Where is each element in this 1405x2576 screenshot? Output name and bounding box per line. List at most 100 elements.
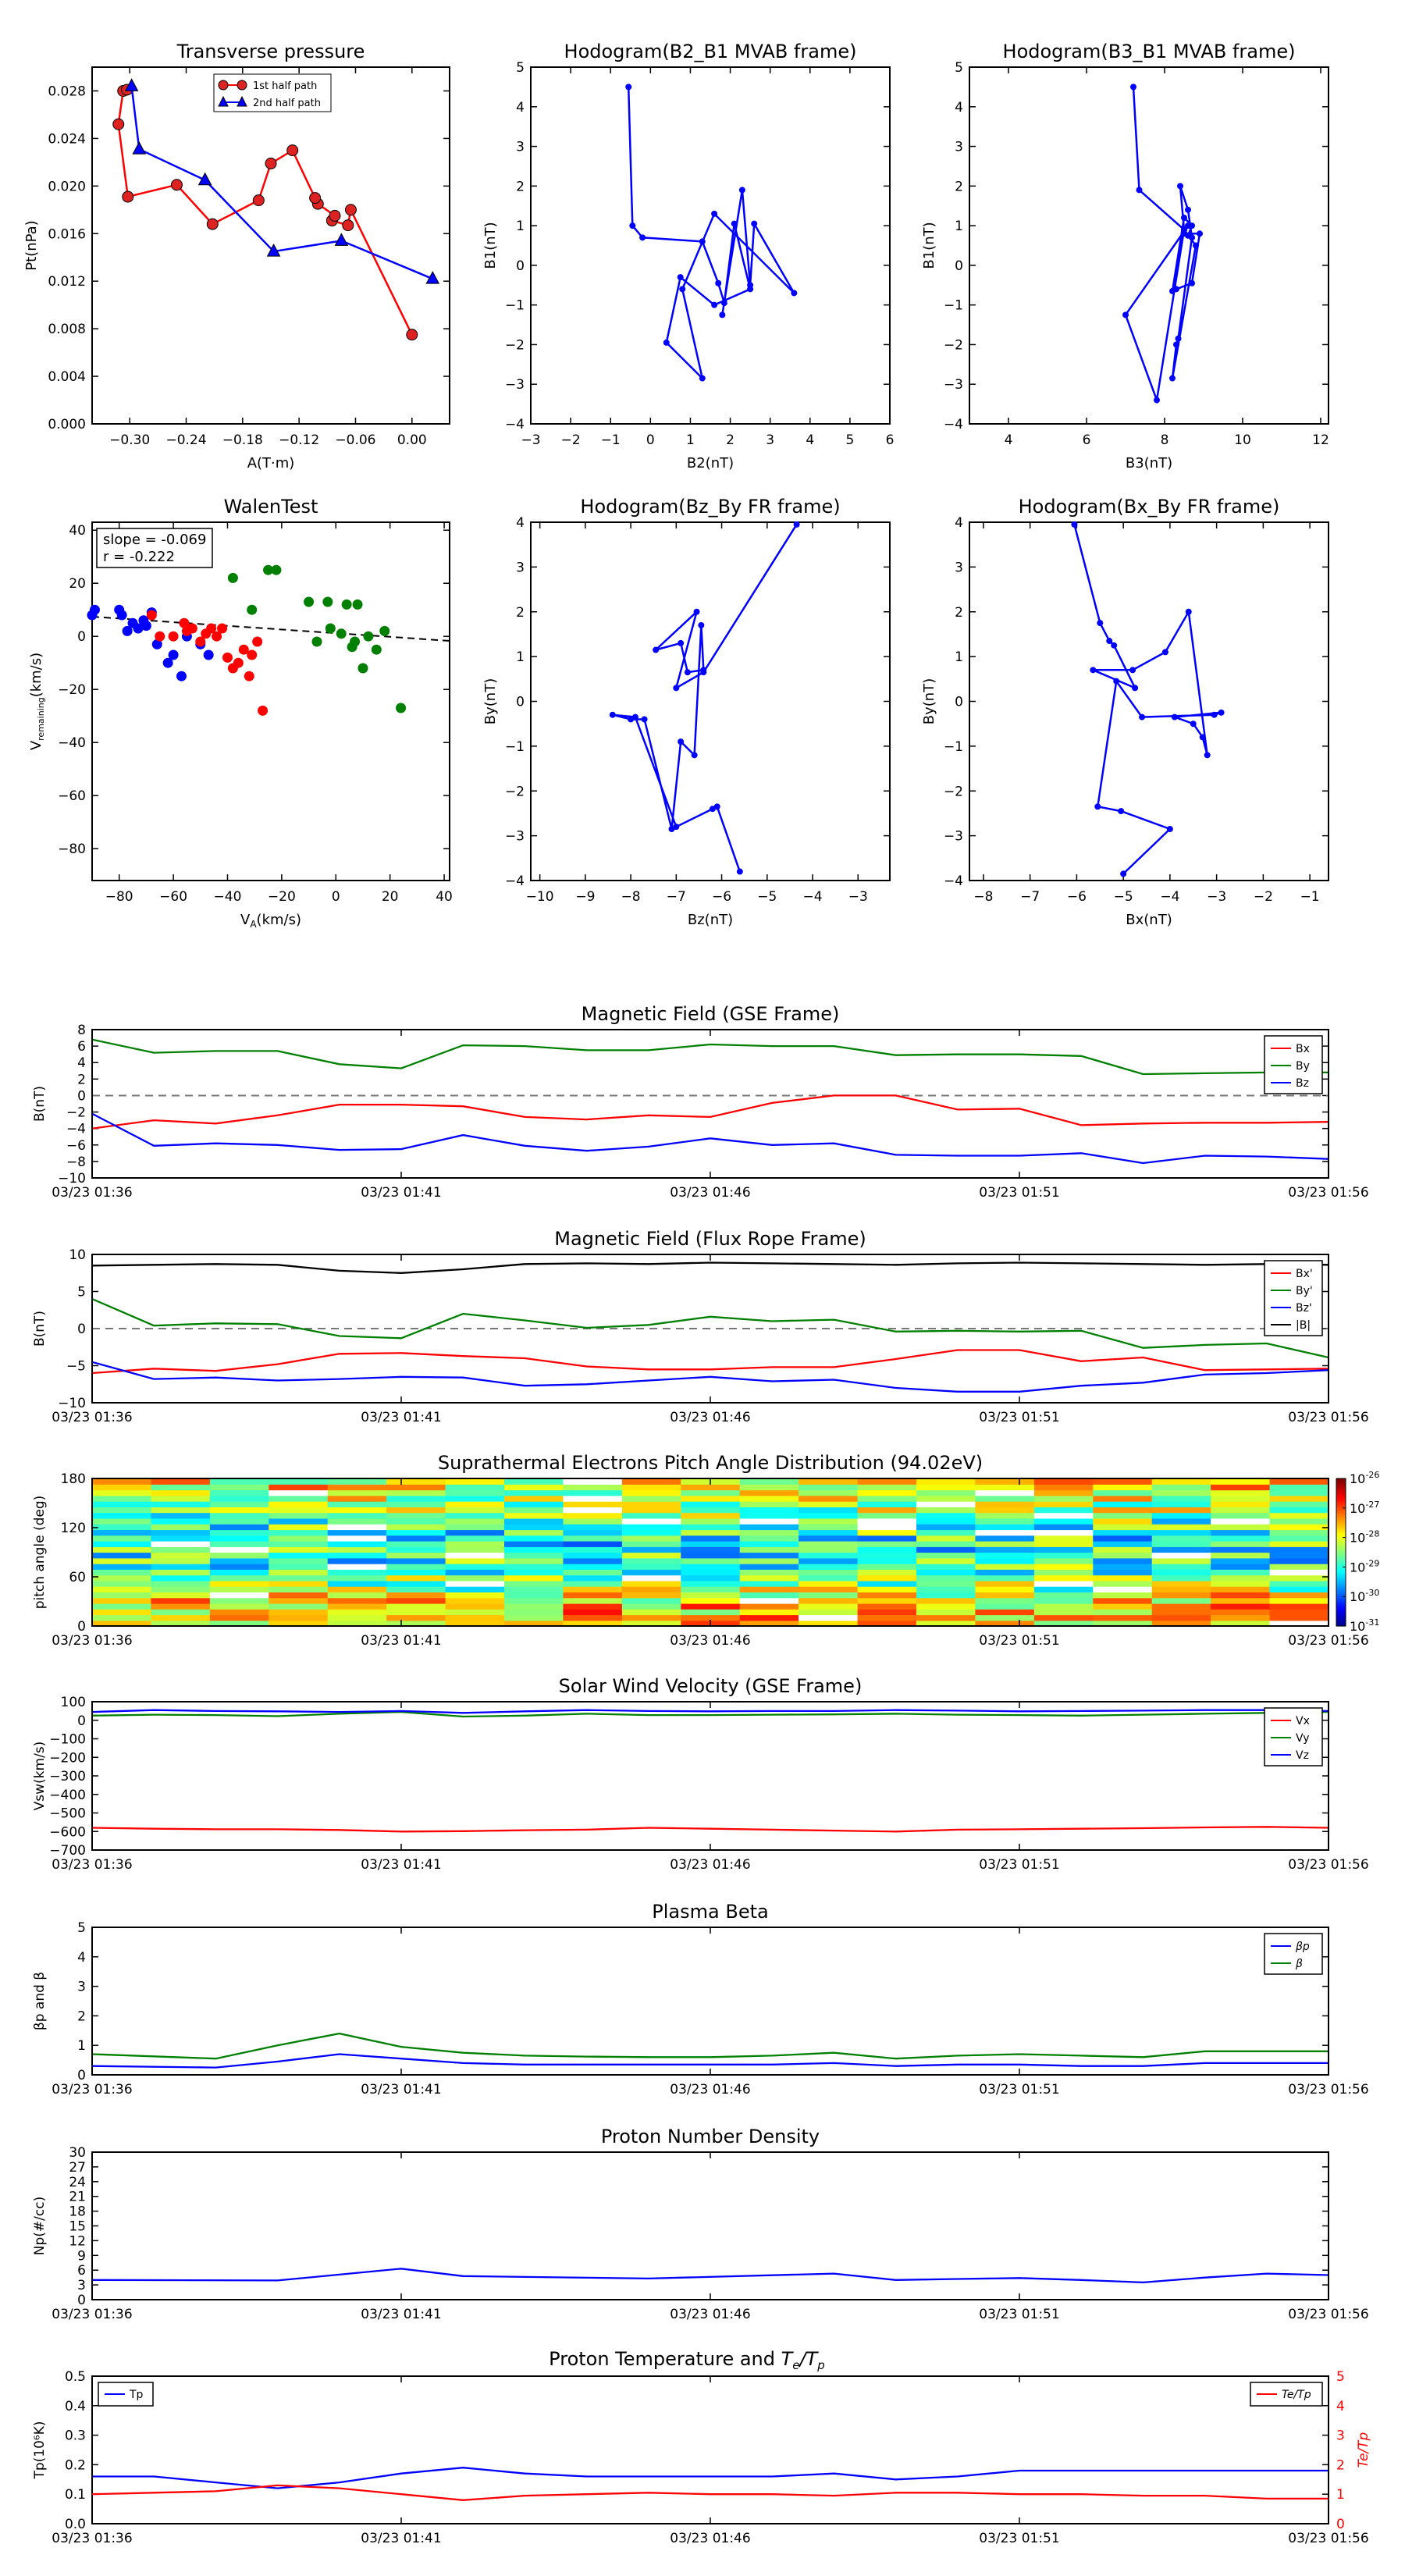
x-tick-label: −20 (268, 889, 296, 905)
data-point (203, 649, 214, 660)
y-tick-label: 4 (955, 100, 963, 116)
heatmap-cell (151, 1552, 211, 1559)
colorbar-cell (1336, 1623, 1346, 1627)
heatmap-cell (1093, 1592, 1153, 1599)
heatmap-cell (621, 1597, 681, 1604)
heatmap-cell (1211, 1614, 1271, 1621)
data-point (751, 220, 758, 227)
heatmap-cell (563, 1592, 623, 1599)
heatmap-cell (151, 1495, 211, 1502)
x-tick-label: −1 (1300, 889, 1320, 905)
heatmap-cell (681, 1557, 741, 1564)
data-point (1169, 287, 1176, 294)
heatmap-cell (445, 1546, 505, 1553)
heatmap-cell (445, 1541, 505, 1547)
heatmap-cell (504, 1552, 564, 1559)
data-point (1122, 311, 1129, 318)
colorbar-cell (1336, 1498, 1346, 1501)
heatmap-cell (504, 1541, 564, 1547)
data-point (693, 608, 700, 615)
y-tick-label: −3 (505, 377, 525, 393)
data-point (1189, 279, 1195, 286)
hodogram-line (1124, 87, 1201, 404)
series-Bz' (91, 1361, 1329, 1393)
y-tick-label: −40 (58, 735, 86, 751)
heatmap-cell (445, 1512, 505, 1519)
heatmap-cell (504, 1512, 564, 1519)
x-tick-label: −4 (802, 889, 822, 905)
y-axis-label: Np(#/cc) (32, 2197, 48, 2255)
y-tick-label: 4 (77, 1055, 86, 1071)
heatmap-cell (1093, 1597, 1153, 1604)
data-point (793, 521, 800, 528)
time-tick-label: 03/23 01:51 (979, 1633, 1059, 1649)
heatmap-cell (209, 1478, 269, 1485)
heatmap-cell (563, 1517, 623, 1525)
heatmap-cell (1033, 1546, 1094, 1553)
heatmap-cell (916, 1478, 976, 1485)
y-tick-label: 0.1 (65, 2487, 86, 2503)
data-point (217, 623, 228, 634)
data-point (263, 564, 274, 575)
heatmap-cell (1269, 1552, 1329, 1559)
heatmap-cell (504, 1524, 564, 1531)
heatmap-cell (1033, 1535, 1094, 1542)
heatmap-cell (799, 1512, 859, 1519)
x-tick-label: −6 (712, 889, 731, 905)
colorbar-cell (1336, 1582, 1346, 1585)
heatmap-cell (1151, 1597, 1211, 1604)
heatmap-cell (1093, 1586, 1153, 1592)
x-tick-label: 8 (1161, 432, 1169, 448)
time-tick-label: 03/23 01:51 (979, 2082, 1059, 2097)
heatmap-cell (916, 1495, 976, 1502)
x-tick-label: 20 (382, 889, 399, 905)
heatmap-cell (269, 1517, 329, 1525)
x-tick-label: −2 (1254, 889, 1273, 905)
data-point (206, 623, 217, 634)
heatmap-cell (563, 1580, 623, 1587)
heatmap-cell (975, 1620, 1035, 1627)
heatmap-cell (269, 1597, 329, 1604)
heatmap-cell (975, 1478, 1035, 1485)
heatmap-cell (327, 1507, 387, 1514)
heatmap-cell (857, 1489, 917, 1496)
legend-marker (237, 95, 247, 107)
heatmap-cell (386, 1580, 446, 1587)
x-axis-label: VA(km/s) (240, 912, 301, 930)
heatmap-cell (975, 1495, 1035, 1502)
heatmap-cell (209, 1484, 269, 1491)
y-tick-label: −3 (944, 829, 963, 845)
heatmap-cell (386, 1512, 446, 1519)
colorbar-cell (1336, 1525, 1346, 1528)
series-By' (91, 1297, 1329, 1359)
data-point (719, 311, 726, 318)
colorbar-cell (1336, 1559, 1346, 1563)
heatmap-cell (209, 1620, 269, 1627)
data-point (609, 711, 616, 718)
colorbar-cell (1336, 1496, 1346, 1499)
heatmap-cell (975, 1529, 1035, 1536)
y-tick-label: 60 (69, 1570, 86, 1585)
heatmap-cell (916, 1597, 976, 1604)
series-Bx' (91, 1349, 1329, 1375)
data-point (629, 222, 636, 229)
x-tick-label: −7 (1020, 889, 1040, 905)
heatmap-cell (1269, 1489, 1329, 1496)
heatmap-cell (92, 1620, 151, 1627)
heatmap-cell (739, 1557, 799, 1564)
time-tick-label: 03/23 01:41 (361, 1410, 441, 1425)
heatmap-cell (563, 1489, 623, 1496)
y-tick-label: 0 (77, 2068, 86, 2083)
data-point (212, 631, 222, 642)
data-point (1193, 242, 1199, 249)
colorbar-cell (1336, 1608, 1346, 1612)
legend-box (1264, 1933, 1323, 1975)
heatmap-cell (916, 1569, 976, 1576)
heatmap-cell (386, 1586, 446, 1592)
y-tick-label: −3 (505, 829, 525, 845)
legend-label: Tp (129, 2389, 144, 2401)
heatmap-cell (386, 1552, 446, 1559)
heatmap-cell (916, 1489, 976, 1496)
heatmap-cell (151, 1580, 211, 1587)
heatmap-cell (209, 1614, 269, 1621)
